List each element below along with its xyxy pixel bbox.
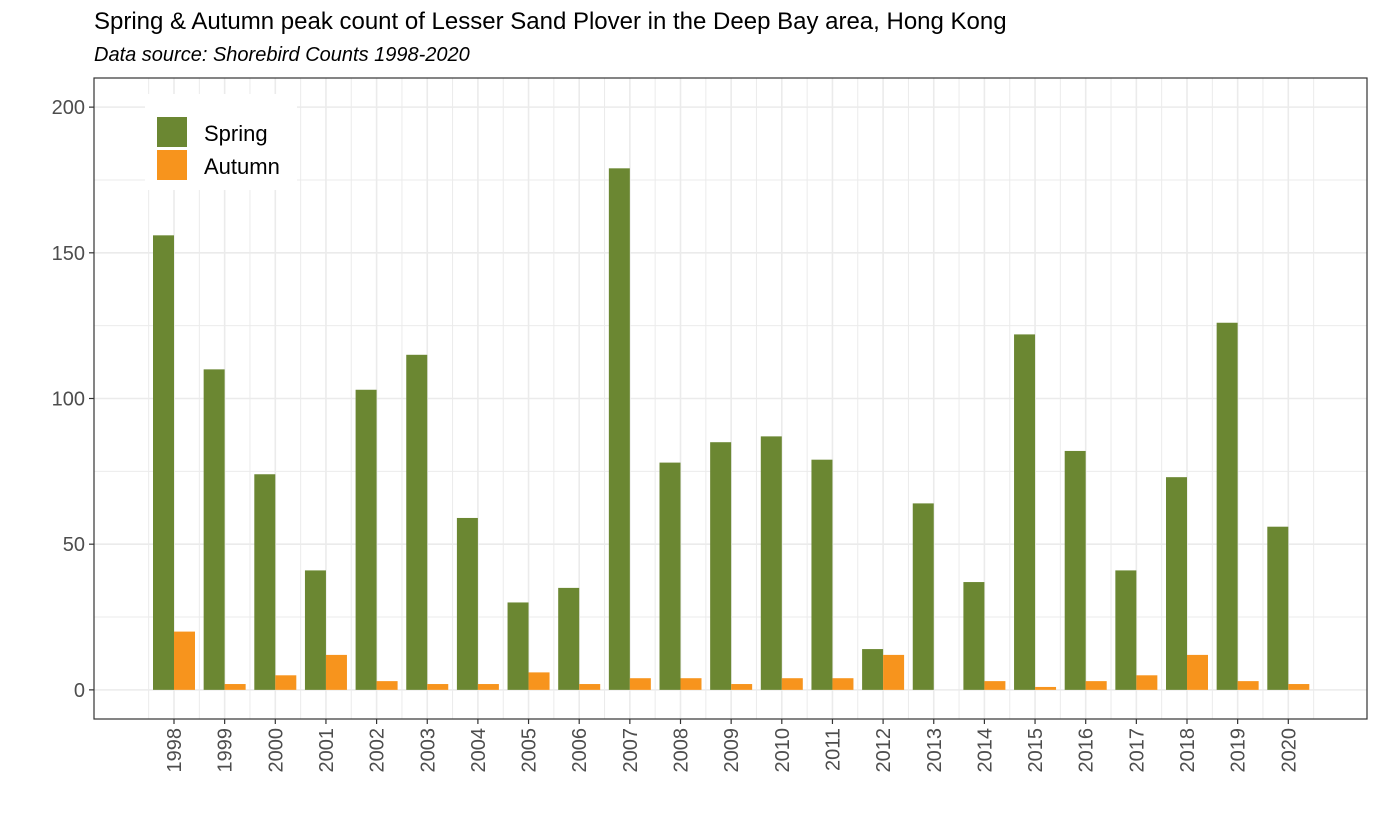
bar-autumn-2011 — [832, 678, 854, 690]
bar-spring-2012 — [862, 649, 884, 690]
x-tick-label: 2011 — [822, 728, 844, 771]
bar-autumn-2001 — [325, 654, 347, 690]
x-tick-label: 2012 — [873, 728, 895, 773]
bar-spring-2015 — [1014, 334, 1036, 690]
bar-spring-2014 — [963, 582, 985, 690]
x-tick-label: 1998 — [164, 728, 186, 773]
x-tick-label: 2004 — [468, 728, 490, 773]
bar-autumn-2009 — [731, 684, 753, 690]
legend-label-autumn: Autumn — [204, 154, 280, 179]
bar-spring-2011 — [811, 459, 833, 690]
bar-spring-2000 — [254, 474, 276, 690]
y-tick-label: 100 — [52, 389, 85, 411]
bar-spring-2007 — [608, 168, 630, 690]
chart-title: Spring & Autumn peak count of Lesser San… — [94, 8, 1007, 35]
x-tick-label: 2003 — [417, 728, 439, 773]
bar-autumn-2014 — [984, 681, 1006, 690]
bar-autumn-2004 — [477, 684, 499, 690]
bar-autumn-2010 — [781, 678, 803, 690]
bar-autumn-2008 — [680, 678, 702, 690]
bar-spring-2001 — [304, 570, 326, 690]
bar-autumn-2015 — [1035, 686, 1057, 690]
bar-autumn-2007 — [629, 678, 651, 690]
y-tick-label: 0 — [74, 680, 85, 702]
x-tick-label: 2014 — [974, 728, 996, 773]
bar-spring-2013 — [912, 503, 934, 690]
legend-key-spring — [157, 117, 187, 147]
x-tick-label: 1999 — [215, 728, 237, 773]
bar-autumn-2016 — [1085, 681, 1107, 690]
legend-key-autumn — [157, 150, 187, 180]
bar-spring-2005 — [507, 602, 529, 690]
bar-spring-2002 — [355, 389, 377, 690]
chart-subtitle: Data source: Shorebird Counts 1998-2020 — [94, 44, 470, 66]
bar-spring-2004 — [456, 517, 478, 690]
x-tick-label: 2019 — [1228, 728, 1250, 773]
legend-label-spring: Spring — [204, 121, 268, 146]
bar-spring-2019 — [1216, 322, 1238, 690]
bar-autumn-1999 — [224, 684, 246, 690]
bar-spring-2009 — [710, 442, 732, 690]
x-tick-label: 2017 — [1126, 728, 1148, 773]
x-tick-label: 2018 — [1177, 728, 1199, 773]
bar-spring-2010 — [760, 436, 782, 690]
bar-spring-2008 — [659, 462, 681, 690]
x-tick-label: 2005 — [519, 728, 541, 773]
x-tick-label: 2016 — [1076, 728, 1098, 773]
bar-spring-2020 — [1267, 526, 1289, 690]
bar-spring-1999 — [203, 369, 225, 690]
bar-autumn-2002 — [376, 681, 398, 690]
x-tick-label: 2006 — [569, 728, 591, 773]
x-tick-label: 2007 — [620, 728, 642, 773]
bar-spring-2003 — [406, 354, 428, 690]
x-tick-label: 2001 — [316, 728, 338, 773]
x-tick-label: 2000 — [265, 728, 287, 773]
bar-autumn-2005 — [528, 672, 550, 690]
y-tick-label: 150 — [52, 243, 85, 265]
x-tick-label: 2002 — [367, 728, 389, 773]
x-tick-label: 2008 — [671, 728, 693, 773]
bar-autumn-2019 — [1237, 681, 1259, 690]
bar-spring-2006 — [558, 587, 580, 690]
x-tick-label: 2013 — [924, 728, 946, 773]
x-tick-label: 2010 — [772, 728, 794, 773]
bar-autumn-2020 — [1288, 684, 1310, 690]
bar-autumn-2000 — [275, 675, 297, 690]
bar-autumn-2006 — [579, 684, 601, 690]
bar-spring-2017 — [1115, 570, 1137, 690]
bar-autumn-2018 — [1187, 654, 1208, 690]
bar-autumn-2017 — [1136, 675, 1158, 690]
bar-spring-2018 — [1166, 477, 1187, 690]
bar-autumn-2012 — [883, 654, 905, 690]
bar-spring-2016 — [1064, 450, 1086, 690]
bar-spring-1998 — [153, 235, 174, 690]
x-tick-label: 2009 — [721, 728, 743, 773]
bar-autumn-1998 — [174, 631, 195, 690]
y-tick-label: 200 — [52, 97, 85, 119]
x-tick-label: 2015 — [1025, 728, 1047, 773]
x-tick-label: 2020 — [1278, 728, 1300, 773]
y-tick-label: 50 — [63, 534, 85, 556]
bar-autumn-2003 — [427, 684, 449, 690]
